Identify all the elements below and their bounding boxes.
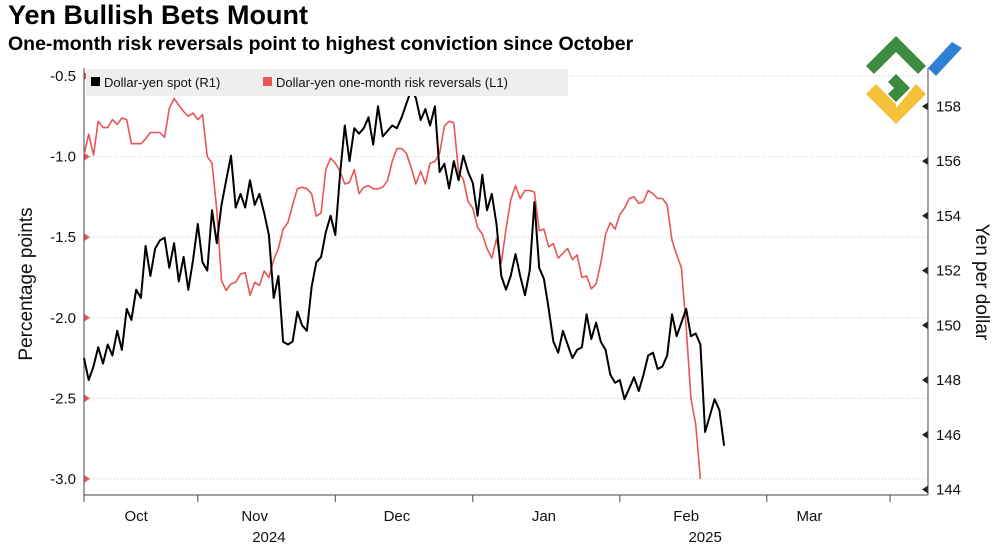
x-tick-label: Feb	[673, 508, 699, 525]
y-tick-right: 148	[936, 372, 961, 389]
y-tick-left: -2.0	[50, 310, 76, 327]
legend-label-rr: Dollar-yen one-month risk reversals (L1)	[276, 75, 508, 90]
y-tick-left: -1.5	[50, 229, 76, 246]
tick-marker-left	[84, 394, 90, 403]
tick-marker-right	[922, 430, 928, 439]
y-tick-right: 146	[936, 427, 961, 444]
y-axis-left-title: Percentage points	[16, 207, 37, 360]
legend-label-spot: Dollar-yen spot (R1)	[104, 75, 220, 90]
tick-marker-left	[84, 474, 90, 483]
tick-marker-right	[922, 102, 928, 111]
y-tick-right: 158	[936, 98, 961, 115]
y-tick-right: 152	[936, 263, 961, 280]
tick-marker-left	[84, 233, 90, 242]
y-tick-left: -3.0	[50, 471, 76, 488]
year-label: 2025	[688, 529, 721, 545]
y-tick-right: 154	[936, 208, 961, 225]
legend-swatch-rr	[263, 77, 272, 86]
x-tick-label: Nov	[241, 508, 268, 525]
chart-title: Yen Bullish Bets Mount	[8, 0, 309, 30]
y-tick-left: -0.5	[50, 68, 76, 85]
x-tick-label: Dec	[384, 508, 411, 525]
y-axis-right-title: Yen per dollar	[971, 224, 992, 341]
x-tick-label: Jan	[532, 508, 556, 525]
tick-marker-left	[84, 152, 90, 161]
tick-marker-left	[84, 313, 90, 322]
x-tick-label: Oct	[124, 508, 148, 525]
legend-background	[86, 69, 568, 96]
tick-marker-right	[922, 321, 928, 330]
series-line-spot	[83, 88, 726, 446]
x-tick-label: Mar	[797, 508, 823, 525]
tick-marker-right	[922, 157, 928, 166]
legend: Dollar-yen spot (R1) Dollar-yen one-mont…	[86, 69, 568, 96]
y-tick-left: -1.0	[50, 149, 76, 166]
tick-marker-right	[922, 266, 928, 275]
y-tick-right: 150	[936, 317, 961, 334]
legend-swatch-spot	[91, 77, 100, 86]
grid-lines	[84, 75, 928, 480]
y-tick-right: 144	[936, 482, 961, 499]
year-label: 2024	[252, 529, 285, 545]
tick-marker-right	[922, 211, 928, 220]
tick-marker-right	[922, 485, 928, 494]
series-line-risk-reversals	[83, 97, 702, 479]
logo-icon	[866, 36, 962, 124]
tick-marker-right	[922, 376, 928, 385]
y-tick-right: 156	[936, 153, 961, 170]
series-lines	[83, 88, 726, 479]
axes: -0.5 -1.0 -1.5 -2.0 -2.5 -3.0 158 156 154 152 150 1…	[50, 68, 961, 545]
chart-subtitle: One-month risk reversals point to highes…	[8, 33, 634, 55]
y-tick-left: -2.5	[50, 390, 76, 407]
